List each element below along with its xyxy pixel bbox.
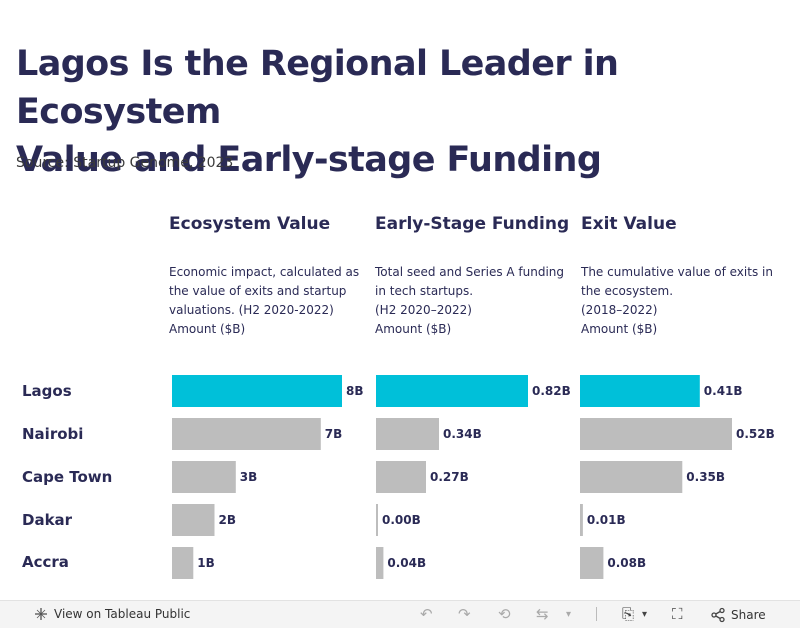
share-button[interactable]: Share — [710, 607, 766, 623]
bar-ecosystem-value-dakar[interactable] — [172, 504, 215, 536]
title-line-2: Value and Early-stage Funding — [16, 140, 602, 180]
data-label-exit-value-cape-town: 0.35B — [686, 470, 725, 484]
bar-early-stage-funding-cape-town[interactable] — [376, 461, 426, 493]
share-icon — [711, 607, 725, 623]
data-label-ecosystem-value-accra: 1B — [197, 556, 215, 570]
description-line: (2018–2022) — [581, 303, 658, 317]
row-label-nairobi: Nairobi — [22, 425, 84, 443]
data-label-early-stage-funding-nairobi: 0.34B — [443, 427, 482, 441]
bar-exit-value-dakar[interactable] — [580, 504, 583, 536]
bar-chart: 8B 7B 3B 2B 1B 0.82B 0.34B 0.27B 0.00B 0.04B 0.41B… — [172, 375, 775, 579]
bar-exit-value-cape-town[interactable] — [580, 461, 683, 493]
redo-icon[interactable]: ↷ — [458, 605, 471, 623]
revert-icon[interactable]: ⟲ — [498, 605, 511, 623]
view-on-tableau-public-link[interactable]: View on Tableau Public — [34, 607, 190, 621]
description-line: in tech startups. — [375, 284, 474, 298]
column-description-ecosystem-value: Economic impact, calculated as the value… — [169, 263, 369, 339]
description-line: The cumulative value of exits in — [581, 265, 773, 279]
column-header-ecosystem-value: Ecosystem Value — [169, 214, 331, 234]
description-line: (H2 2020–2022) — [375, 303, 472, 317]
data-label-early-stage-funding-accra: 0.04B — [387, 556, 426, 570]
description-line: Amount ($B) — [375, 322, 452, 336]
data-label-ecosystem-value-lagos: 8B — [346, 384, 364, 398]
undo-icon[interactable]: ↶ — [420, 605, 433, 623]
data-label-early-stage-funding-dakar: 0.00B — [382, 513, 421, 527]
bar-early-stage-funding-lagos[interactable] — [376, 375, 528, 407]
data-label-early-stage-funding-lagos: 0.82B — [532, 384, 571, 398]
source-note: Source: Startup Genome, 2023 — [16, 155, 234, 171]
bar-ecosystem-value-cape-town[interactable] — [172, 461, 236, 493]
refresh-dropdown-icon[interactable]: ▾ — [566, 609, 572, 620]
fullscreen-icon[interactable]: ⛶ — [672, 605, 683, 623]
description-line: Economic impact, calculated as — [169, 265, 360, 279]
bar-ecosystem-value-nairobi[interactable] — [172, 418, 321, 450]
bar-ecosystem-value-lagos[interactable] — [172, 375, 342, 407]
bar-early-stage-funding-nairobi[interactable] — [376, 418, 439, 450]
bar-exit-value-nairobi[interactable] — [580, 418, 732, 450]
data-label-ecosystem-value-dakar: 2B — [219, 513, 237, 527]
download-dropdown-icon[interactable]: ▾ — [642, 609, 648, 620]
row-label-accra: Accra — [22, 553, 69, 571]
download-icon[interactable]: ⎘ — [622, 605, 635, 623]
data-label-ecosystem-value-nairobi: 7B — [325, 427, 343, 441]
tableau-toolbar: View on Tableau Public ↶ ↷ ⟲ ⇆ ▾ ⎘ ▾ ⛶ S… — [0, 600, 800, 628]
data-label-exit-value-accra: 0.08B — [607, 556, 646, 570]
description-line: valuations. (H2 2020-2022) — [169, 303, 334, 317]
chart-title: Lagos Is the Regional Leader in Ecosyste… — [16, 40, 776, 184]
data-label-exit-value-dakar: 0.01B — [587, 513, 626, 527]
refresh-icon[interactable]: ⇆ — [536, 605, 549, 623]
column-description-early-stage-funding: Total seed and Series A funding in tech … — [375, 263, 575, 339]
row-label-cape-town: Cape Town — [22, 468, 113, 486]
column-header-exit-value: Exit Value — [581, 214, 677, 234]
share-label: Share — [731, 608, 766, 622]
bar-exit-value-lagos[interactable] — [580, 375, 700, 407]
bar-early-stage-funding-dakar[interactable] — [376, 504, 378, 536]
row-label-dakar: Dakar — [22, 511, 73, 529]
description-line: Amount ($B) — [169, 322, 246, 336]
data-label-exit-value-nairobi: 0.52B — [736, 427, 775, 441]
column-header-early-stage-funding: Early-Stage Funding — [375, 214, 570, 234]
toolbar-divider — [596, 607, 597, 621]
bar-early-stage-funding-accra[interactable] — [376, 547, 384, 579]
tableau-logo-icon — [35, 608, 47, 620]
column-description-exit-value: The cumulative value of exits in the eco… — [581, 263, 781, 339]
bar-ecosystem-value-accra[interactable] — [172, 547, 194, 579]
description-line: Total seed and Series A funding — [375, 265, 565, 279]
data-label-ecosystem-value-cape-town: 3B — [240, 470, 257, 484]
description-line: Amount ($B) — [581, 322, 658, 336]
bar-exit-value-accra[interactable] — [580, 547, 604, 579]
data-label-exit-value-lagos: 0.41B — [704, 384, 743, 398]
row-label-lagos: Lagos — [22, 382, 72, 400]
data-label-early-stage-funding-cape-town: 0.27B — [430, 470, 469, 484]
title-line-1: Lagos Is the Regional Leader in Ecosyste… — [16, 44, 619, 132]
view-on-tableau-public-label: View on Tableau Public — [54, 607, 191, 621]
description-line: the value of exits and startup — [169, 284, 347, 298]
description-line: the ecosystem. — [581, 284, 674, 298]
